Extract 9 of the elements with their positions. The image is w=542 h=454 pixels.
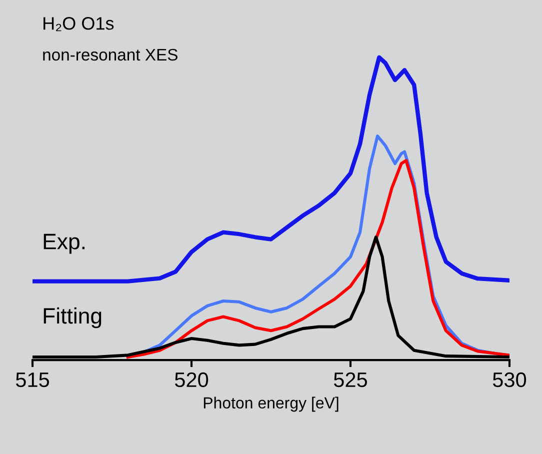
annotation: Exp.	[44, 234, 84, 254]
annotation: Fitting	[44, 307, 102, 328]
x-tick-label: 520	[174, 372, 208, 388]
chart-subtitle: non-resonant XES	[43, 48, 178, 61]
x-tick-label: 530	[492, 372, 526, 388]
chart-title: H₂O O1s	[44, 17, 114, 32]
x-tick-label: 515	[16, 372, 50, 388]
x-axis-title: Photon energy [eV]	[204, 396, 338, 412]
x-tick-label: 525	[334, 372, 367, 388]
